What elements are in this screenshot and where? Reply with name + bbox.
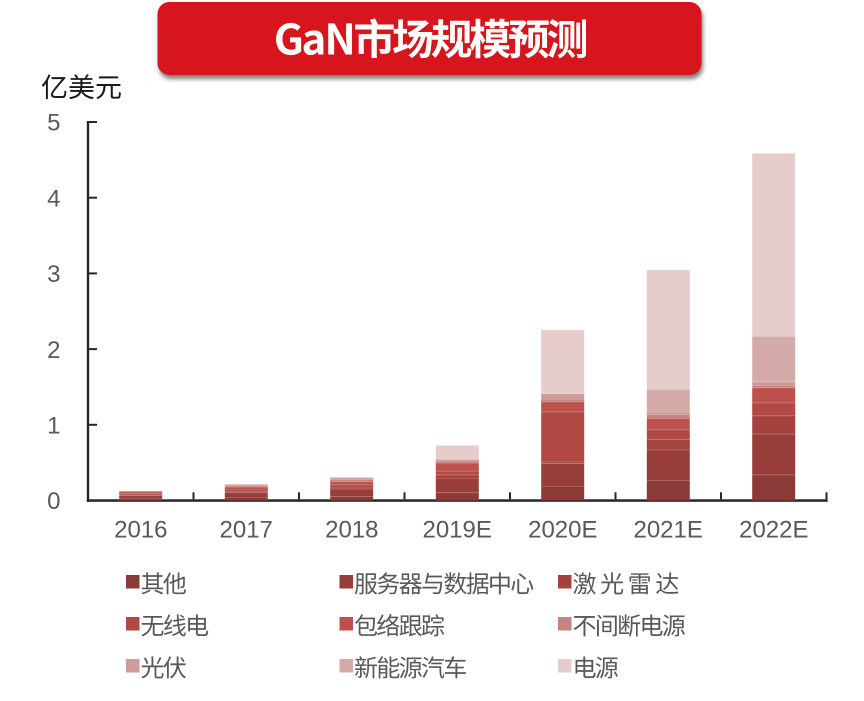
svg-text:5: 5 <box>47 110 60 137</box>
svg-text:4: 4 <box>47 185 60 212</box>
svg-text:2019E: 2019E <box>422 517 491 544</box>
svg-text:2021E: 2021E <box>633 517 702 544</box>
svg-text:3: 3 <box>47 261 60 288</box>
svg-text:1: 1 <box>47 413 60 440</box>
svg-text:2022E: 2022E <box>739 517 808 544</box>
svg-text:2018: 2018 <box>325 517 378 544</box>
svg-text:2020E: 2020E <box>528 517 597 544</box>
svg-text:0: 0 <box>47 488 60 515</box>
svg-text:2016: 2016 <box>114 517 167 544</box>
svg-text:2017: 2017 <box>220 517 273 544</box>
svg-text:2: 2 <box>47 337 60 364</box>
